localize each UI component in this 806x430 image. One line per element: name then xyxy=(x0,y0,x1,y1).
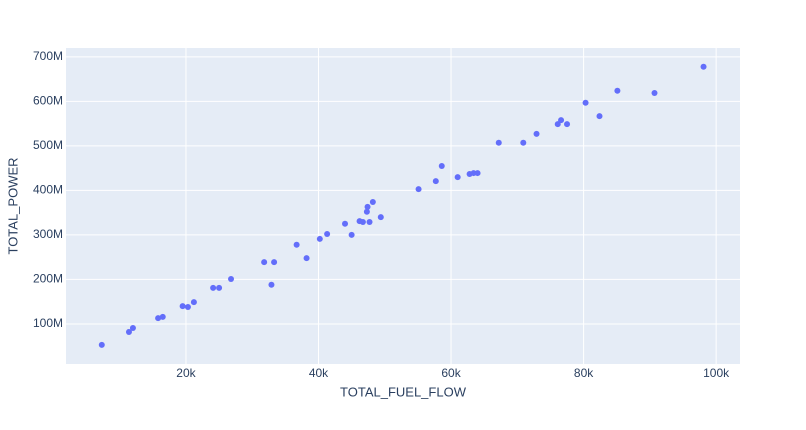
point xyxy=(348,231,355,238)
point xyxy=(316,235,323,242)
y-tick-label: 400M xyxy=(33,183,63,197)
point xyxy=(216,284,223,291)
point xyxy=(190,299,197,306)
point xyxy=(554,121,561,128)
point xyxy=(303,255,310,262)
point xyxy=(614,87,621,94)
point xyxy=(293,241,300,248)
point xyxy=(125,328,132,335)
plot-area xyxy=(66,48,740,364)
y-tick-label: 100M xyxy=(33,316,63,330)
point xyxy=(364,203,371,210)
x-tick-label: 100k xyxy=(703,366,730,380)
point xyxy=(474,170,481,177)
point xyxy=(268,281,275,288)
point xyxy=(651,89,658,96)
y-tick-label: 600M xyxy=(33,94,63,108)
y-tick-label: 200M xyxy=(33,272,63,286)
point xyxy=(432,178,439,185)
point xyxy=(438,162,445,169)
y-axis-title: TOTAL_POWER xyxy=(5,157,20,254)
point xyxy=(366,219,373,226)
y-tick-label: 700M xyxy=(33,49,63,63)
point xyxy=(582,99,589,106)
x-axis-title: TOTAL_FUEL_FLOW xyxy=(340,384,467,399)
point xyxy=(415,186,422,193)
point xyxy=(228,275,235,282)
point xyxy=(98,341,105,348)
point xyxy=(159,313,166,320)
point xyxy=(700,63,707,70)
point xyxy=(454,174,461,181)
x-tick-label: 80k xyxy=(574,366,594,380)
point xyxy=(359,219,366,226)
point xyxy=(520,139,527,146)
point xyxy=(377,214,384,221)
point xyxy=(342,220,349,227)
point xyxy=(129,324,136,331)
point xyxy=(495,139,502,146)
point xyxy=(596,113,603,120)
point xyxy=(369,198,376,205)
point xyxy=(564,121,571,128)
point xyxy=(558,117,565,124)
point xyxy=(324,231,331,238)
x-tick-label: 40k xyxy=(309,366,329,380)
point xyxy=(271,259,278,266)
y-tick-label: 300M xyxy=(33,227,63,241)
x-tick-label: 60k xyxy=(441,366,461,380)
x-tick-label: 20k xyxy=(176,366,196,380)
point xyxy=(210,284,217,291)
point xyxy=(184,304,191,311)
point xyxy=(533,130,540,137)
point xyxy=(261,259,268,266)
point xyxy=(363,208,370,215)
y-tick-label: 500M xyxy=(33,138,63,152)
point xyxy=(179,303,186,310)
point xyxy=(155,315,162,322)
